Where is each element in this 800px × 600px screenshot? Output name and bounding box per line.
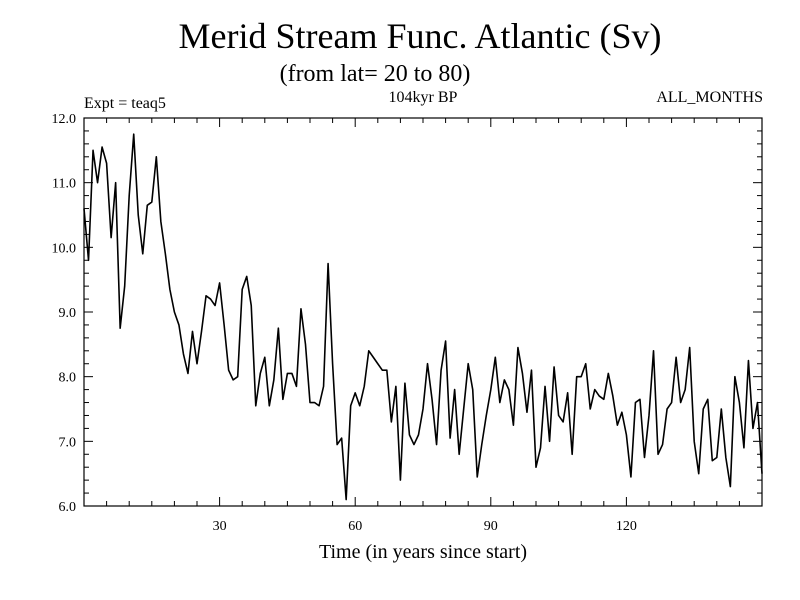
x-axis-label: Time (in years since start) [319, 541, 527, 563]
y-tick-label: 12.0 [52, 112, 77, 127]
period-annotation: 104kyr BP [389, 89, 458, 106]
x-axis: 30 60 90 120 [83, 118, 763, 534]
chart-subtitle: (from lat= 20 to 80) [280, 61, 471, 87]
y-tick-label: 6.0 [59, 500, 77, 515]
series-line [83, 133, 763, 501]
x-tick-label: 60 [348, 519, 362, 534]
experiment-annotation: Expt = teaq5 [84, 95, 166, 112]
y-tick-label: 8.0 [59, 371, 77, 386]
y-tick-label: 7.0 [59, 435, 77, 450]
y-tick-label: 11.0 [52, 177, 76, 192]
y-tick-label: 10.0 [52, 241, 77, 256]
x-tick-label: 120 [616, 519, 637, 534]
x-tick-label: 30 [213, 519, 227, 534]
x-tick-label: 90 [484, 519, 498, 534]
chart-title: Merid Stream Func. Atlantic (Sv) [179, 16, 662, 56]
y-tick-label: 9.0 [59, 306, 77, 321]
months-annotation: ALL_MONTHS [656, 89, 763, 106]
